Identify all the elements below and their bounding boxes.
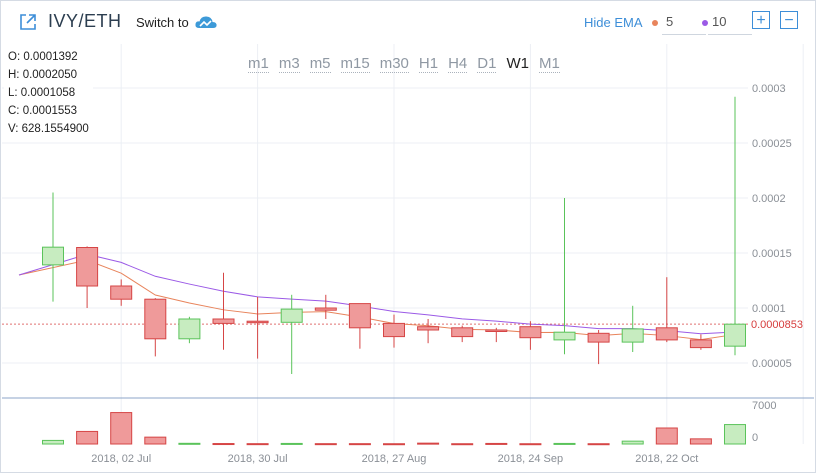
hide-ema-button[interactable]: Hide EMA [584,15,643,30]
tradingview-cloud-icon[interactable] [194,13,218,31]
volume-bar [485,442,508,445]
candle-body [689,339,712,349]
candle-body [280,308,303,323]
volume-bars [42,412,746,446]
open-value: O: 0.0001392 [8,51,78,63]
volume-bar [621,440,644,445]
low-value: L: 0.0001058 [8,87,76,99]
volume-bar [212,443,235,446]
volume-tick-label: 7000 [752,400,776,412]
ema-fast-color-dot [652,20,658,26]
candle-body [246,320,269,324]
candle-body [553,331,576,341]
volume-bar [553,442,576,445]
candle-body [314,307,337,311]
candle-body [383,322,405,338]
volume-bar [417,442,440,445]
close-value: C: 0.0001553 [8,105,78,117]
volume-bar [689,438,712,445]
volume-bar [144,436,167,445]
switch-to-label: Switch to [136,15,189,30]
time-tick-label: 2018, 30 Jul [228,453,288,465]
volume-bar [76,430,99,445]
period-h4[interactable]: H4 [448,55,468,73]
candle-body [110,285,133,300]
period-d1[interactable]: D1 [477,55,497,73]
high-value: H: 0.0002050 [8,69,78,81]
candle-body [655,327,678,341]
candle-body [76,247,99,287]
time-tick-label: 2018, 24 Sep [498,453,563,465]
candle-body [587,332,610,343]
candle-body [621,328,644,343]
ohlc-readout: O: 0.0001392 H: 0.0002050 L: 0.0001058 C… [4,48,93,138]
candle-body [348,303,371,329]
chart-grid [2,44,814,444]
volume-bar [178,442,201,445]
period-h1[interactable]: H1 [418,55,439,73]
price-tick-label: 0.00005 [752,358,792,370]
volume-bar [314,443,337,446]
candle-body [451,327,474,338]
candle-body [417,326,440,331]
pair-title: IVY/ETH [48,11,122,31]
candle-body [724,323,746,347]
time-tick-label: 2018, 22 Oct [635,453,698,465]
candle-body [178,318,201,340]
volume-value: V: 628.1554900 [8,123,89,135]
candle-body [485,329,508,332]
price-tick-label: 0.0002 [752,193,786,205]
volume-bar [383,443,405,446]
period-m30[interactable]: m30 [379,55,409,73]
volume-bar [587,443,610,446]
candle-body [144,298,167,340]
volume-bar [451,443,474,446]
price-tick-label: 0.0001 [752,303,786,315]
period-m5[interactable]: m5 [309,55,331,73]
price-tick-label: 0.0003 [752,83,786,95]
ema-slow-line [18,253,736,335]
chart-header: IVY/ETH Switch to Hide EMA 5 10 + − [0,0,816,44]
ema-slow-color-dot [702,20,708,26]
ema-slow-input[interactable]: 10 [708,10,752,35]
volume-bar [655,427,678,445]
volume-bar [348,443,371,446]
volume-bar [519,443,542,446]
period-m1[interactable]: m1 [248,55,269,73]
candle-body [42,246,64,266]
time-tick-label: 2018, 27 Aug [362,453,427,465]
ema-fast-input[interactable]: 5 [662,10,706,35]
zoom-out-button[interactable]: − [780,11,798,29]
price-tick-label: 0.00015 [752,248,792,260]
candle-body [212,318,235,324]
candles [42,96,746,374]
period-selector: m1 m3 m5 m15 m30 H1 H4 D1 W1 M1 [248,55,570,73]
current-price-label: 0.0000853 [751,319,803,331]
period-m15[interactable]: m15 [340,55,370,73]
period-m3[interactable]: m3 [278,55,300,73]
volume-tick-label: 0 [752,432,758,444]
time-tick-label: 2018, 02 Jul [91,453,151,465]
price-tick-label: 0.00025 [752,138,792,150]
price-axis: 0.0003 0.00025 0.0002 0.00015 0.0001 0.00005 0… [751,83,803,444]
external-link-icon[interactable] [18,12,38,32]
volume-bar [280,442,303,445]
period-m1[interactable]: M1 [538,55,560,73]
volume-bar [246,443,269,446]
candle-body [519,326,542,339]
volume-bar [42,439,64,445]
volume-bar [110,412,133,445]
ema-fast-line [18,259,736,341]
volume-bar [724,424,746,445]
zoom-in-button[interactable]: + [752,11,770,29]
period-w1[interactable]: W1 [506,55,529,72]
time-axis: 2018, 02 Jul 2018, 30 Jul 2018, 27 Aug 2018… [91,453,698,465]
